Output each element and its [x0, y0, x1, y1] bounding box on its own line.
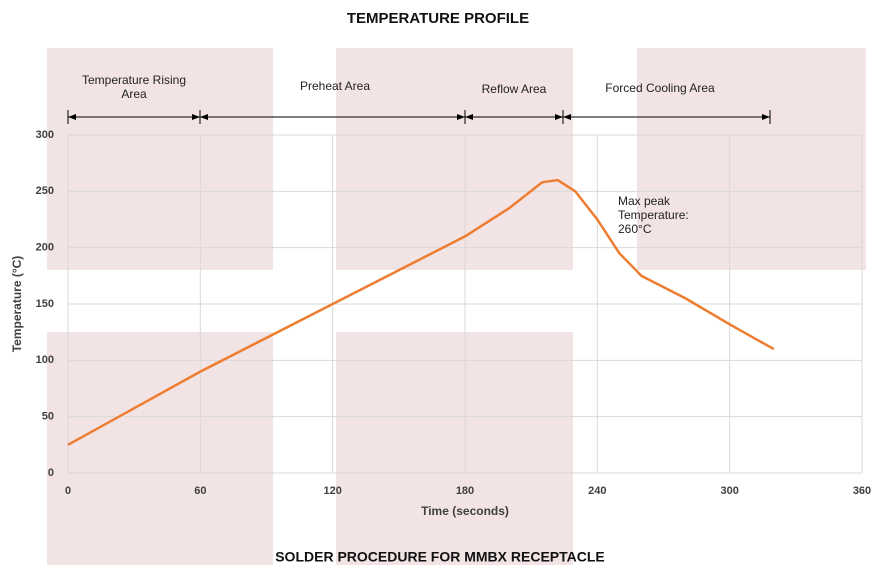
chart-title: TEMPERATURE PROFILE — [347, 10, 529, 27]
annotation: Reflow Area — [481, 82, 547, 96]
zone — [47, 48, 273, 270]
x-tick-label: 60 — [194, 485, 206, 497]
y-axis-label: Temperature (°C) — [10, 256, 24, 353]
y-tick-label: 300 — [36, 129, 54, 141]
x-tick-label: 0 — [65, 485, 71, 497]
zone — [336, 332, 573, 565]
annotation: Temperature Rising Area — [81, 73, 187, 101]
arrows — [67, 110, 771, 124]
caption: SOLDER PROCEDURE FOR MMBX RECEPTACLE — [275, 549, 605, 565]
zones — [47, 48, 866, 565]
annotation: Forced Cooling Area — [605, 81, 715, 95]
x-axis-label: Time (seconds) — [421, 504, 509, 518]
y-tick-label: 100 — [36, 354, 54, 366]
annotation: Max peak Temperature: 260°C — [618, 194, 689, 236]
y-tick-label: 0 — [48, 467, 54, 479]
y-tick-label: 200 — [36, 242, 54, 254]
zone — [336, 48, 573, 270]
y-tick-label: 150 — [36, 298, 54, 310]
line — [67, 178, 775, 446]
x-tick-label: 180 — [456, 485, 474, 497]
annotation: Preheat Area — [299, 79, 371, 93]
y-tick-label: 250 — [36, 185, 54, 197]
zone — [47, 332, 273, 565]
zone — [637, 48, 866, 270]
x-tick-label: 120 — [323, 485, 341, 497]
x-tick-label: 360 — [853, 485, 871, 497]
y-tick-label: 50 — [42, 411, 54, 423]
x-tick-label: 240 — [588, 485, 606, 497]
x-tick-label: 300 — [720, 485, 738, 497]
